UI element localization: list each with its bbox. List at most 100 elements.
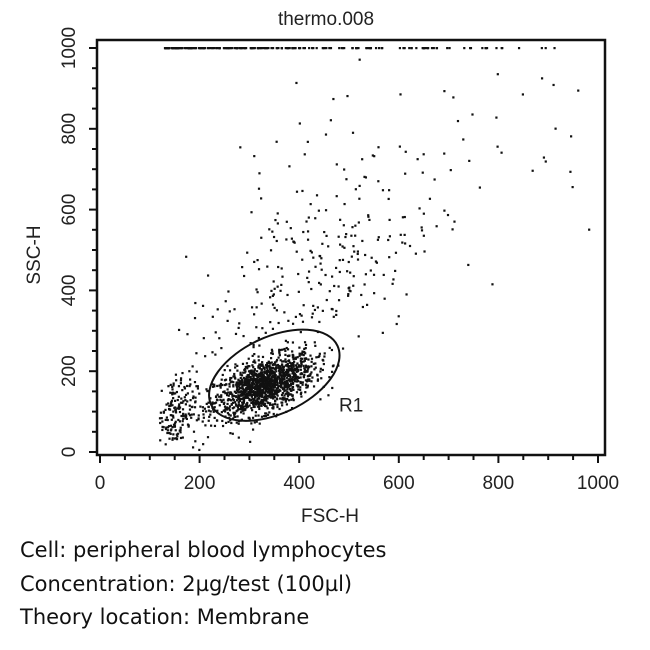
data-point-lymphocytes xyxy=(218,395,221,398)
data-point-sparse-high xyxy=(443,90,446,93)
data-point-lymphocytes xyxy=(303,359,306,362)
data-point-scattered-cells xyxy=(195,352,198,355)
data-point-lymphocytes xyxy=(223,390,226,393)
data-point-lymphocytes xyxy=(267,361,270,364)
data-point-lymphocytes xyxy=(207,409,211,412)
data-point-scattered-cells xyxy=(236,381,239,385)
data-point-sparse-high xyxy=(404,172,407,175)
data-point-scattered-cells xyxy=(307,270,311,273)
data-point-lymphocytes xyxy=(237,394,240,397)
data-point-scattered-cells xyxy=(334,266,338,270)
data-point-lymphocytes xyxy=(263,371,267,374)
data-point-scattered-cells xyxy=(236,385,239,388)
data-point-lymphocytes xyxy=(304,370,307,374)
data-point-debris xyxy=(195,385,198,388)
data-point-lymphocytes xyxy=(222,398,225,401)
data-point-lymphocytes xyxy=(290,366,293,369)
data-point-lymphocytes xyxy=(259,384,262,387)
data-point-sparse-high xyxy=(246,251,249,254)
data-points xyxy=(158,47,591,452)
data-point-lymphocytes xyxy=(301,383,304,386)
data-point-lymphocytes xyxy=(271,382,275,386)
data-point-scattered-cells xyxy=(375,261,379,264)
data-point-lymphocytes xyxy=(236,364,239,367)
data-point-sparse-high xyxy=(495,116,498,119)
data-point-debris xyxy=(193,406,197,409)
data-point-lymphocytes xyxy=(278,407,281,411)
data-point-lymphocytes xyxy=(277,376,280,379)
data-point-lymphocytes xyxy=(300,361,303,365)
data-point-lymphocytes xyxy=(214,401,218,404)
data-point-lymphocytes xyxy=(298,352,301,355)
data-point-lymphocytes xyxy=(303,357,306,360)
data-point-sparse-high xyxy=(257,187,261,190)
data-point-lymphocytes xyxy=(233,372,236,376)
data-point-lymphocytes xyxy=(296,378,299,381)
data-point-lymphocytes xyxy=(260,382,263,386)
data-point-lymphocytes xyxy=(220,411,223,414)
data-point-scattered-cells xyxy=(372,273,376,276)
data-point-lymphocytes xyxy=(220,378,223,381)
data-point-lymphocytes xyxy=(221,383,224,387)
data-point-saturated-ssc xyxy=(365,47,368,50)
data-point-debris xyxy=(171,393,174,396)
data-point-debris xyxy=(168,404,171,408)
data-point-lymphocytes xyxy=(257,401,260,405)
data-point-lymphocytes xyxy=(279,389,282,392)
data-point-sparse-high xyxy=(373,155,376,158)
data-point-lymphocytes xyxy=(273,391,277,394)
data-point-lymphocytes xyxy=(251,374,254,377)
data-point-debris xyxy=(182,414,185,418)
data-point-lymphocytes xyxy=(252,366,255,369)
data-point-debris xyxy=(174,420,177,423)
data-point-lymphocytes xyxy=(241,386,244,389)
data-point-lymphocytes xyxy=(236,409,239,412)
data-point-lymphocytes xyxy=(285,392,289,395)
data-point-debris xyxy=(165,403,168,406)
data-point-saturated-ssc xyxy=(469,47,472,50)
data-point-lymphocytes xyxy=(254,403,257,406)
data-point-saturated-ssc xyxy=(481,47,484,50)
data-point-sparse-high xyxy=(571,185,574,189)
data-point-lymphocytes xyxy=(281,401,284,404)
data-point-scattered-cells xyxy=(270,289,273,292)
data-point-lymphocytes xyxy=(304,391,307,394)
caption-concentration: Concentration: 2µg/test (100µl) xyxy=(20,572,353,596)
data-point-lymphocytes xyxy=(275,387,278,390)
data-point-lymphocytes xyxy=(257,391,260,394)
x-tick-label: 1000 xyxy=(577,473,619,494)
data-point-lymphocytes xyxy=(247,382,250,385)
data-point-debris xyxy=(159,439,162,442)
data-point-scattered-cells xyxy=(312,304,315,307)
data-point-sparse-high xyxy=(478,186,481,189)
data-point-lymphocytes xyxy=(244,394,248,398)
data-point-scattered-cells xyxy=(301,258,304,261)
data-point-lymphocytes xyxy=(293,380,297,383)
data-point-debris xyxy=(169,424,173,427)
data-point-scattered-cells xyxy=(341,245,344,248)
data-point-lymphocytes xyxy=(253,387,257,390)
x-tick-label: 800 xyxy=(483,473,515,494)
data-point-scattered-cells xyxy=(227,290,230,293)
data-point-lymphocytes xyxy=(190,405,194,409)
data-point-scattered-cells xyxy=(286,354,290,358)
data-point-lymphocytes xyxy=(251,409,254,412)
data-point-scattered-cells xyxy=(280,283,283,287)
data-point-lymphocytes xyxy=(242,384,246,387)
data-point-scattered-cells xyxy=(299,364,302,367)
data-point-lymphocytes xyxy=(213,416,216,420)
data-point-debris xyxy=(173,399,177,402)
data-point-saturated-ssc xyxy=(277,47,280,50)
data-point-scattered-cells xyxy=(305,220,308,223)
data-point-lymphocytes xyxy=(266,363,269,367)
data-point-lymphocytes xyxy=(206,389,209,393)
data-point-lymphocytes xyxy=(297,365,300,368)
data-point-lymphocytes xyxy=(213,406,216,409)
data-point-lymphocytes xyxy=(271,392,274,395)
data-point-scattered-cells xyxy=(331,308,334,311)
data-point-lymphocytes xyxy=(280,376,283,379)
data-point-scattered-cells xyxy=(272,280,275,283)
data-point-lymphocytes xyxy=(258,383,261,386)
data-point-scattered-cells xyxy=(321,242,324,245)
data-point-lymphocytes xyxy=(249,372,252,375)
